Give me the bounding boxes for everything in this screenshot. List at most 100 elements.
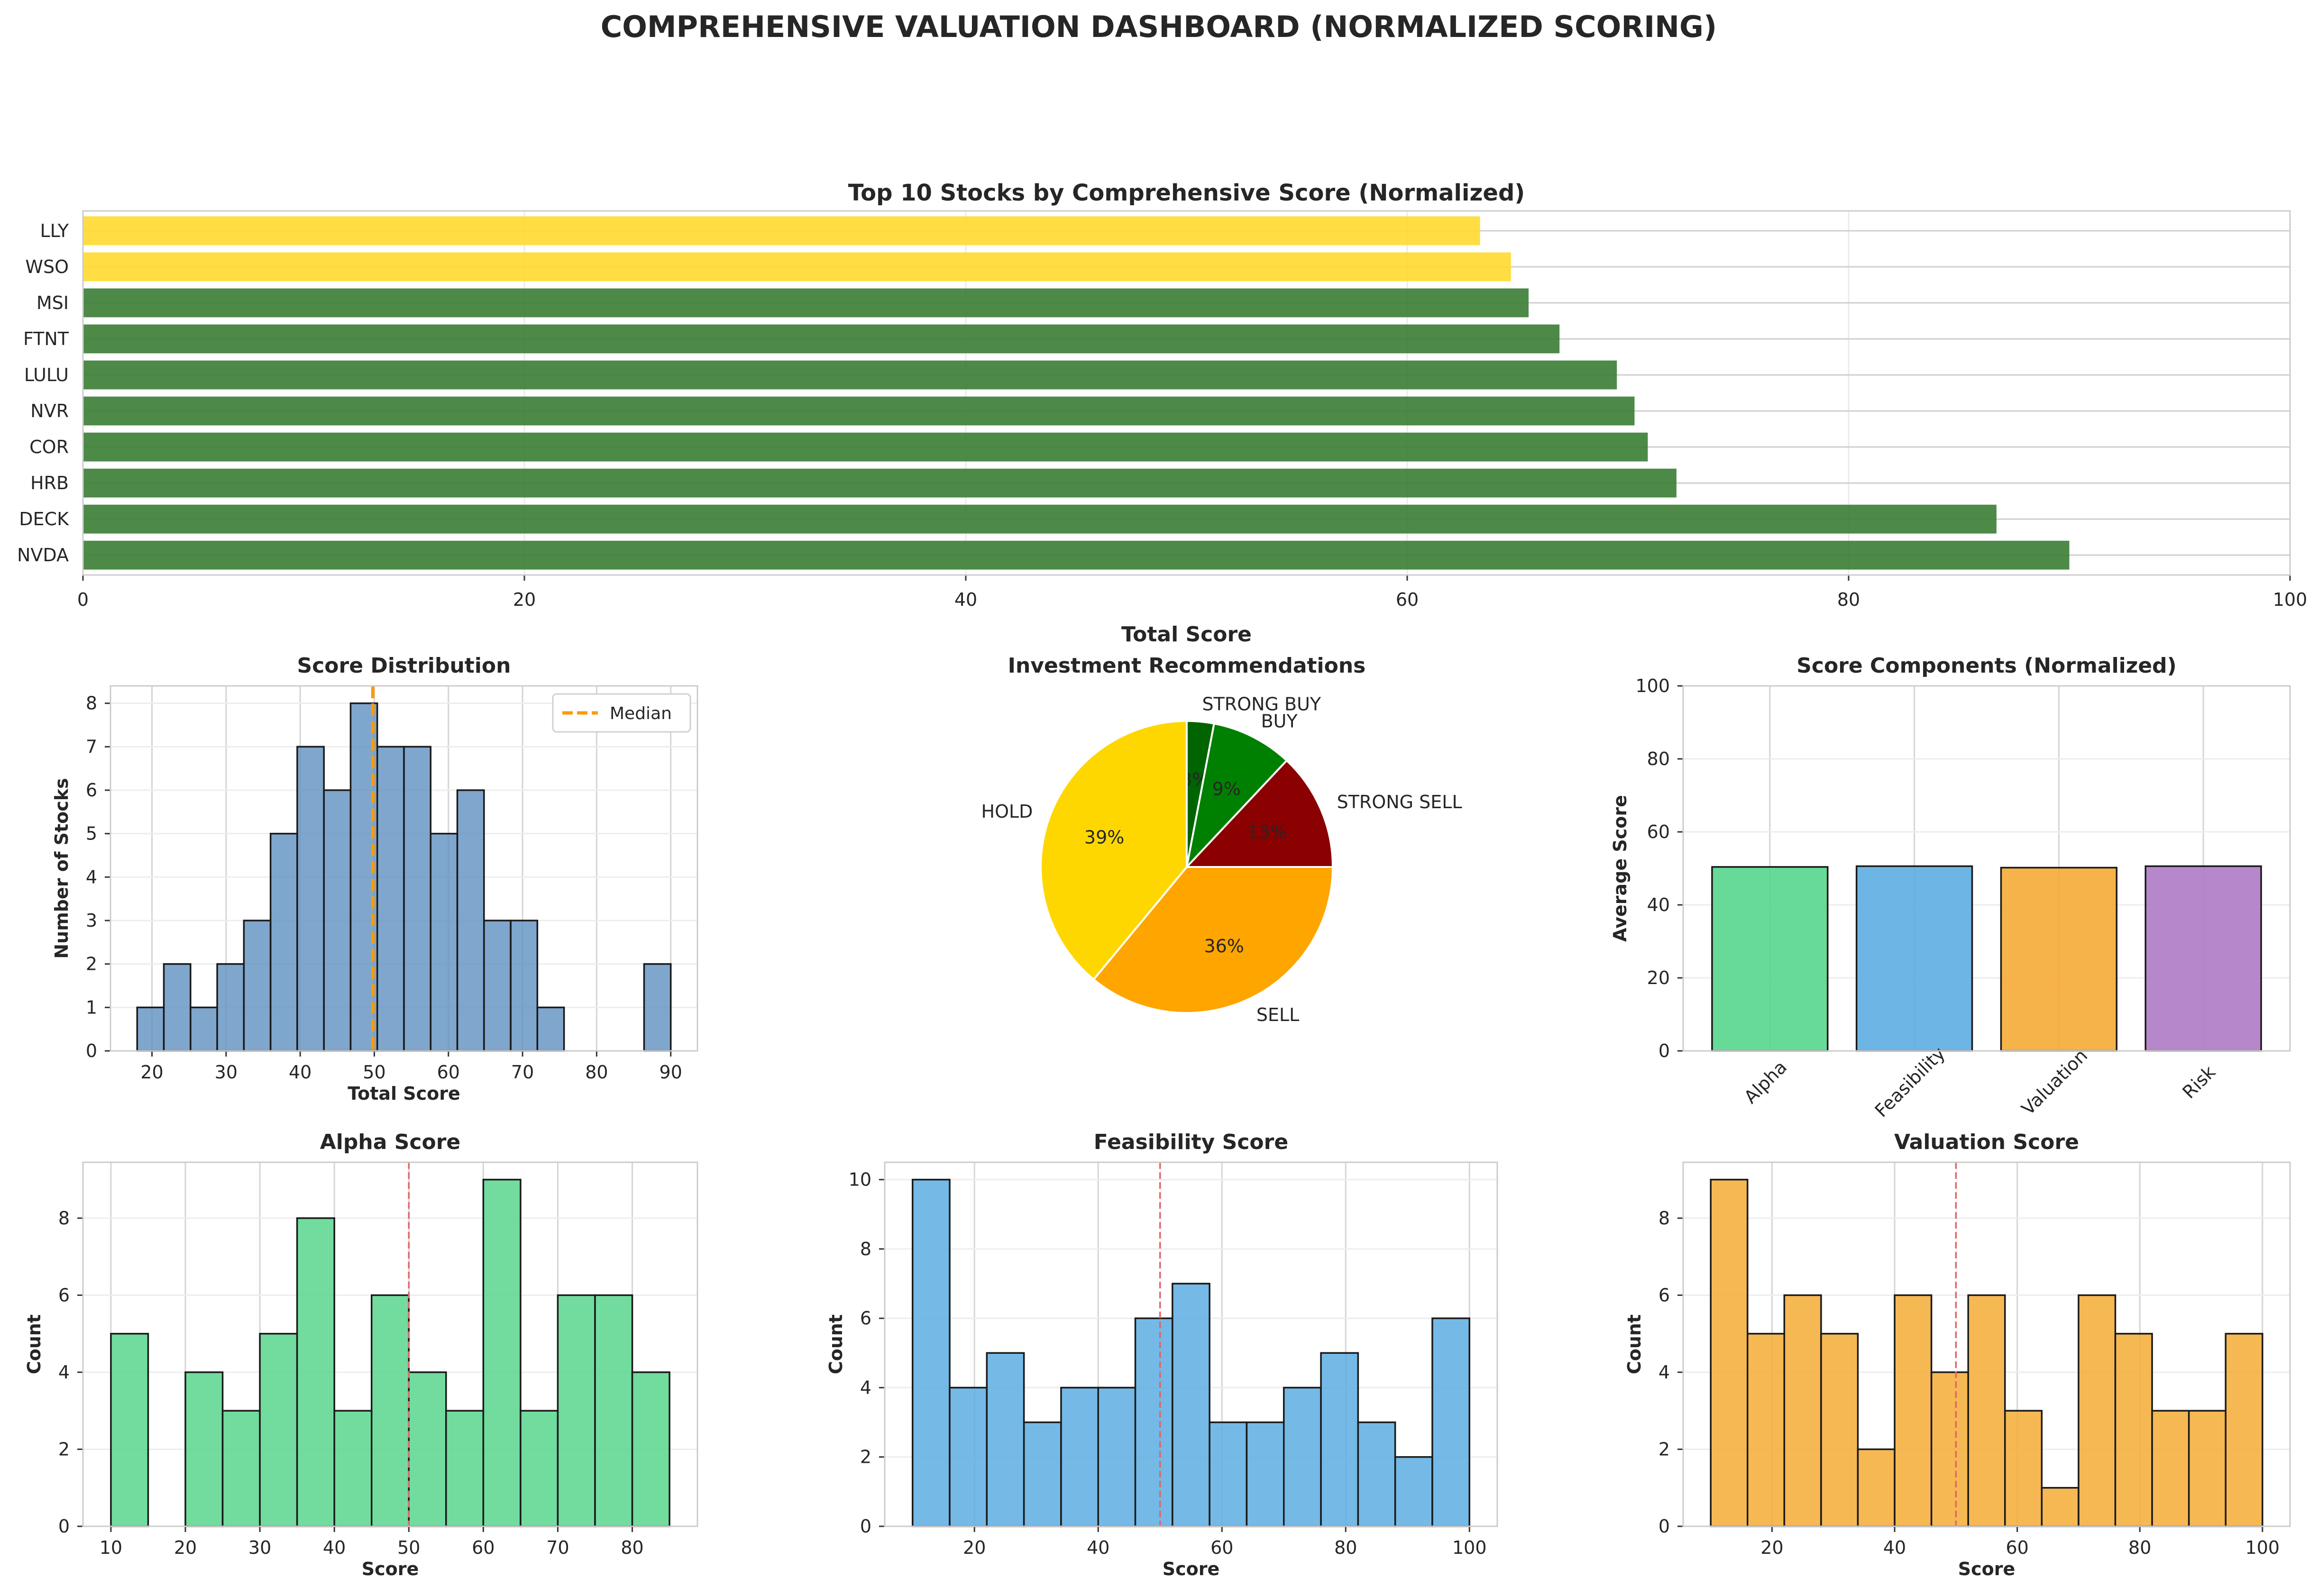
feasibility-frame (884, 1161, 1498, 1527)
pie-label: STRONG BUY (1202, 694, 1321, 715)
histogram-bar (1394, 1456, 1433, 1527)
histogram-bar (2225, 1332, 2263, 1527)
y-tick-label: 0 (1658, 1040, 1670, 1061)
histogram-bar (430, 832, 458, 1052)
bar-nvr (83, 396, 1635, 426)
histogram-bar (184, 1371, 224, 1527)
y-tick-label: WSO (25, 256, 69, 277)
x-tick-label: 90 (660, 1062, 682, 1083)
histogram-bar (949, 1386, 988, 1527)
legend-box (552, 693, 691, 733)
x-tick-label: 30 (248, 1537, 271, 1558)
x-tick-label: 60 (1210, 1537, 1233, 1558)
y-tick-label: 10 (849, 1169, 871, 1190)
bar-ftnt (83, 324, 1560, 354)
chart-title: Score Distribution (297, 654, 511, 678)
histogram-bar (1060, 1386, 1099, 1527)
y-axis-label: Count (1624, 1314, 1645, 1374)
histogram-bar (296, 746, 325, 1052)
x-tick-label: 10 (100, 1537, 122, 1558)
y-axis-label: Count (825, 1314, 846, 1374)
x-tick-label: 80 (1837, 589, 1860, 610)
histogram-bar (110, 1332, 149, 1527)
y-axis-label: Count (24, 1314, 45, 1374)
y-tick-label: 6 (860, 1308, 871, 1329)
x-tick-label: 80 (2128, 1537, 2151, 1558)
histogram-bar (594, 1294, 633, 1527)
components-frame (1682, 685, 2291, 1052)
y-tick-label: 2 (58, 1439, 70, 1459)
y-tick-label: FTNT (23, 328, 69, 349)
y-tick-label: 6 (58, 1285, 70, 1305)
y-tick-label: LULU (24, 365, 69, 385)
y-tick-label: 60 (1647, 821, 1670, 842)
chart-title: Top 10 Stocks by Comprehensive Score (No… (848, 180, 1525, 206)
histogram-bar (483, 920, 512, 1052)
x-tick-label: 50 (397, 1537, 420, 1558)
histogram-bar (221, 1410, 261, 1527)
y-axis-label: Number of Stocks (51, 778, 72, 958)
bar-feasibility (1855, 865, 1973, 1052)
x-tick-label: 20 (513, 589, 536, 610)
pie-percent: 36% (1204, 936, 1244, 957)
pie-percent: 13% (1247, 822, 1287, 843)
y-tick-label: 0 (860, 1516, 871, 1537)
pie-label: HOLD (981, 801, 1033, 822)
y-tick-label: HRB (30, 473, 69, 493)
histogram-bar (557, 1294, 596, 1527)
histogram-bar (482, 1178, 522, 1527)
histogram-bar (2078, 1294, 2116, 1527)
pie-percent: 39% (1084, 827, 1124, 848)
x-tick-label: 20 (140, 1062, 163, 1083)
bar-alpha (1711, 866, 1829, 1052)
y-tick-label: 8 (860, 1239, 871, 1259)
y-tick-label: 5 (86, 823, 97, 844)
histogram-bar (445, 1410, 485, 1527)
x-axis-label: Score (362, 1559, 419, 1579)
histogram-bar (1283, 1386, 1322, 1527)
x-tick-label: 80 (585, 1062, 608, 1083)
y-tick-label: DECK (19, 509, 69, 529)
histogram-bar (370, 1294, 410, 1527)
x-tick-label: 60 (1396, 589, 1419, 610)
histogram-bar (190, 1006, 218, 1052)
histogram-bar (323, 789, 352, 1052)
x-tick-label: 60 (2006, 1537, 2028, 1558)
y-tick-label: 2 (86, 954, 97, 975)
histogram-bar (1857, 1448, 1896, 1527)
histogram-bar (631, 1371, 670, 1527)
pie-percent: 9% (1212, 778, 1241, 799)
x-tick-label: 40 (1087, 1537, 1109, 1558)
x-tick-label: 60 (472, 1537, 495, 1558)
valuation-chart: 20 40 60 80 100 0 2 4 6 8 Valuation Score Score Coun… (1624, 1130, 2291, 1579)
pie-slice-hold (1040, 720, 1188, 981)
histogram-bar (408, 1371, 447, 1527)
x-tick-label: 70 (546, 1537, 569, 1558)
pie-slice-buy (1185, 722, 1288, 870)
x-tick-label: 40 (289, 1062, 312, 1083)
x-tick-label: Risk (2179, 1061, 2220, 1103)
y-tick-label: 6 (86, 780, 97, 801)
histogram-bar (376, 746, 405, 1052)
histogram-bar (1097, 1386, 1136, 1527)
y-tick-label: 100 (1635, 675, 1670, 696)
histogram-bar (986, 1352, 1025, 1527)
distribution-frame (110, 685, 698, 1052)
y-tick-label: 40 (1647, 894, 1670, 915)
y-tick-label: 3 (86, 910, 97, 931)
alpha-chart: 10 20 30 40 50 60 70 80 0 2 4 6 8 Alpha Score Score Cou… (24, 1130, 698, 1579)
histogram-bar (1820, 1332, 1859, 1527)
dashboard-title: COMPREHENSIVE VALUATION DASHBOARD (NORMA… (601, 9, 1717, 44)
histogram-bar (2041, 1487, 2080, 1527)
x-tick-label: 40 (323, 1537, 346, 1558)
x-axis-label: Total Score (1121, 622, 1252, 647)
histogram-bar (1023, 1421, 1062, 1527)
chart-title: Score Components (Normalized) (1796, 654, 2177, 678)
x-tick-label: 60 (437, 1062, 460, 1083)
histogram-bar (2188, 1410, 2226, 1527)
histogram-bar (1209, 1421, 1248, 1527)
top10-frame (82, 210, 2291, 576)
x-tick-label: 80 (621, 1537, 643, 1558)
histogram-bar (1320, 1352, 1359, 1527)
